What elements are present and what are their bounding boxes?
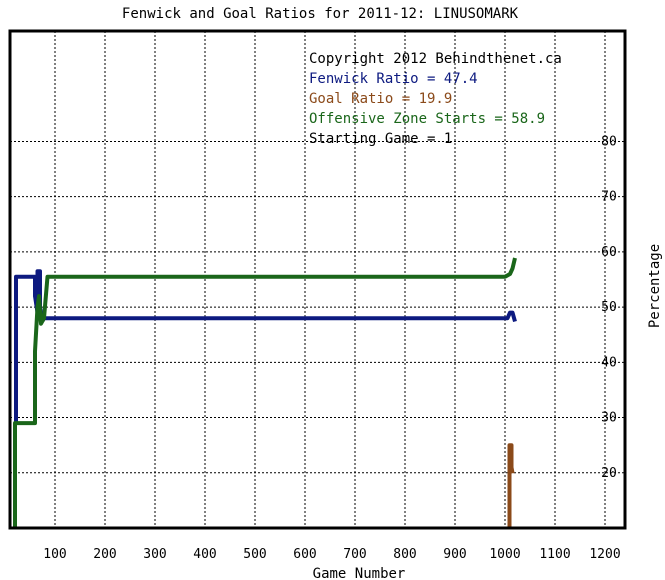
x-tick-label: 800 (393, 547, 416, 562)
series-line-offensive-zone-starts (13, 257, 517, 528)
legend-entry: Starting Game = 1 (309, 131, 452, 147)
x-axis-label: Game Number (313, 566, 406, 580)
y-tick-label: 70 (601, 190, 617, 205)
plot-frame (8, 29, 627, 530)
series-line-goal-ratio (507, 443, 515, 528)
x-tick-label: 1200 (589, 547, 620, 562)
x-tick-label: 100 (43, 547, 66, 562)
x-tick-label: 1000 (489, 547, 520, 562)
legend-entry: Fenwick Ratio = 47.4 (309, 71, 478, 87)
x-tick-label: 700 (343, 547, 366, 562)
x-tick-label: 600 (293, 547, 316, 562)
x-tick-label: 1100 (539, 547, 570, 562)
legend-entry: Goal Ratio = 19.9 (309, 91, 452, 107)
series-line-fenwick-ratio (14, 269, 517, 424)
chart-title: Fenwick and Goal Ratios for 2011-12: LIN… (122, 6, 519, 22)
grid-lines (10, 31, 625, 528)
y-tick-label: 50 (601, 300, 617, 315)
y-tick-label: 60 (601, 245, 617, 260)
y-tick-label: 20 (601, 466, 617, 481)
x-tick-label: 200 (93, 547, 116, 562)
y-axis-ticks: 20 30 40 50 60 70 80 (601, 134, 617, 480)
x-tick-label: 900 (443, 547, 466, 562)
series-lines (13, 257, 517, 528)
x-tick-label: 300 (143, 547, 166, 562)
legend-entry: Copyright 2012 Behindthenet.ca (309, 51, 562, 67)
y-tick-label: 40 (601, 355, 617, 370)
y-axis-label: Percentage (647, 244, 663, 328)
legend: Copyright 2012 Behindthenet.ca Fenwick Ra… (309, 51, 562, 147)
x-axis-ticks: 100 200 300 400 500 600 700 800 900 1000 1100 1200 (43, 547, 620, 562)
x-tick-label: 400 (193, 547, 216, 562)
legend-entry: Offensive Zone Starts = 58.9 (309, 111, 545, 127)
y-tick-label: 80 (601, 134, 617, 149)
y-tick-label: 30 (601, 411, 617, 426)
x-tick-label: 500 (243, 547, 266, 562)
